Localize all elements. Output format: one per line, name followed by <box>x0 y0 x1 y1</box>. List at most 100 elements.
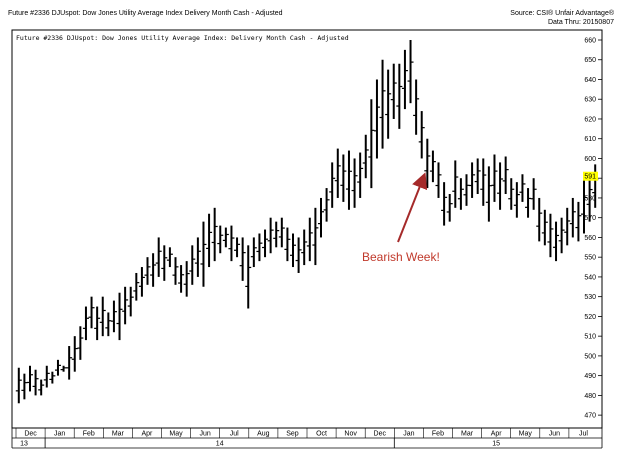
x-month-label: Jan <box>403 431 414 438</box>
price-bar <box>317 197 324 238</box>
price-bar <box>161 245 168 281</box>
price-bar <box>575 201 582 242</box>
price-bar <box>99 296 106 337</box>
price-bar <box>54 359 61 376</box>
price-bar <box>418 111 425 159</box>
price-bar <box>144 257 151 285</box>
price-bar <box>77 326 84 360</box>
price-bar <box>345 150 352 210</box>
price-bar <box>413 79 420 135</box>
price-bar <box>178 265 185 293</box>
price-bar <box>150 253 157 287</box>
price-bar <box>66 346 73 380</box>
price-bar <box>49 371 56 384</box>
price-bar <box>334 148 341 198</box>
price-bar <box>446 194 453 222</box>
price-bars <box>15 40 599 404</box>
price-bar <box>491 154 498 202</box>
price-bar <box>211 207 218 262</box>
price-bar <box>94 306 101 341</box>
x-month-label: Jul <box>579 431 588 438</box>
price-bar <box>26 365 33 392</box>
y-tick-label: 630 <box>584 97 596 104</box>
price-bar <box>172 257 179 285</box>
price-bar <box>329 162 336 208</box>
price-bar <box>452 160 459 208</box>
price-bar <box>312 207 319 266</box>
price-bar <box>373 79 380 159</box>
price-bar <box>581 178 588 234</box>
price-bar <box>262 229 269 258</box>
x-month-label: Jul <box>230 431 239 438</box>
y-tick-label: 660 <box>584 38 596 45</box>
price-bar <box>71 336 78 372</box>
price-bar <box>200 221 207 287</box>
price-bar <box>323 188 330 222</box>
price-bar <box>457 178 464 210</box>
price-bar <box>351 158 358 208</box>
x-year-label: 15 <box>492 441 500 448</box>
y-tick-label: 540 <box>584 274 596 281</box>
y-tick-label: 550 <box>584 255 596 262</box>
price-bar <box>525 188 532 218</box>
price-bar <box>32 369 39 396</box>
price-bar <box>435 162 442 198</box>
price-bar <box>541 209 548 246</box>
x-month-label: Aug <box>257 431 270 438</box>
price-bar <box>497 162 504 210</box>
price-bar <box>256 233 263 262</box>
price-bar <box>21 373 28 400</box>
price-bar <box>396 63 403 129</box>
x-month-label: Mar <box>461 431 474 438</box>
price-bar <box>390 63 397 119</box>
price-bar <box>385 69 392 139</box>
price-bar <box>485 166 492 222</box>
y-tick-label: 580 <box>584 195 596 202</box>
price-bar <box>306 217 313 262</box>
price-bar <box>222 227 229 248</box>
price-bar <box>469 162 476 198</box>
price-bar <box>228 225 235 262</box>
y-tick-label: 500 <box>584 353 596 360</box>
y-tick-label: 470 <box>584 413 596 420</box>
chart-data-thru: Data Thru: 20150807 <box>547 19 614 26</box>
price-bar <box>105 312 112 337</box>
price-bar <box>357 152 364 198</box>
x-year-label: 13 <box>20 441 28 448</box>
y-tick-label: 650 <box>584 57 596 64</box>
price-bar <box>480 158 487 206</box>
price-bar <box>239 237 246 281</box>
x-month-label: Apr <box>491 431 503 438</box>
price-bar <box>340 154 347 202</box>
price-bar <box>15 367 22 404</box>
price-bar <box>155 237 162 277</box>
x-month-label: Feb <box>432 431 444 438</box>
chart-source: Source: CSI® Unfair Advantage® <box>510 10 614 17</box>
price-bar <box>564 207 571 246</box>
x-month-label: Oct <box>316 431 327 438</box>
x-month-label: Jan <box>54 431 65 438</box>
price-bar <box>362 134 369 179</box>
price-bar <box>273 221 280 248</box>
price-bar <box>127 286 134 317</box>
y-tick-label: 480 <box>584 393 596 400</box>
annotation-text: Bearish Week! <box>362 250 440 264</box>
x-month-label: Feb <box>83 431 95 438</box>
y-tick-label: 530 <box>584 294 596 301</box>
price-bar <box>295 237 302 273</box>
price-bar <box>267 217 274 254</box>
x-month-label: Jun <box>200 431 211 438</box>
x-month-label: May <box>169 431 183 438</box>
price-bar <box>379 59 386 149</box>
x-month-label: Dec <box>374 431 387 438</box>
y-tick-label: 570 <box>584 215 596 222</box>
price-bar <box>407 40 414 104</box>
y-tick-label: 640 <box>584 77 596 84</box>
price-bar <box>116 292 123 341</box>
price-bar <box>245 245 252 309</box>
annotation: Bearish Week! <box>362 172 440 264</box>
price-bar <box>234 237 241 258</box>
x-month-label: Dec <box>24 431 37 438</box>
price-bar <box>110 300 117 333</box>
